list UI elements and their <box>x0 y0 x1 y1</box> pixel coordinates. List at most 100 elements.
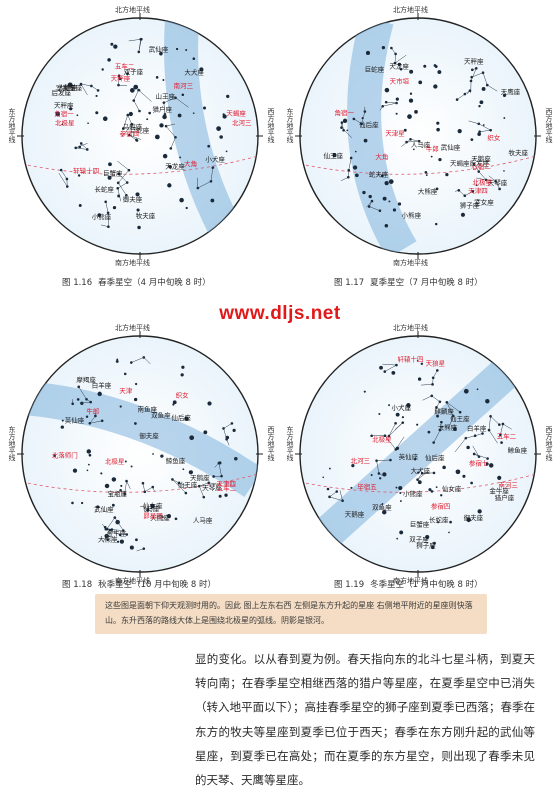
star-dot <box>440 494 442 496</box>
constellation-label: 山王座 <box>155 92 175 101</box>
star-dot <box>483 124 485 126</box>
constellation-label: 大熊座 <box>418 187 438 196</box>
star-dot <box>470 482 473 485</box>
star-dot <box>368 195 371 198</box>
constellation-label: 仙女座 <box>442 484 462 493</box>
star-dot <box>432 441 435 444</box>
star-dot <box>104 200 107 203</box>
star-dot <box>405 141 408 144</box>
star-dot <box>456 98 459 101</box>
star-dot <box>461 213 465 217</box>
bright-star-label: 天津四 <box>216 480 236 488</box>
constellation-label: 人马座 <box>193 515 213 524</box>
star-dot <box>110 43 113 46</box>
star-dot <box>433 472 436 475</box>
star-dot <box>396 413 400 417</box>
bright-star-label: 参宿七 <box>469 458 489 467</box>
constellation-label: 小犬座 <box>391 403 411 412</box>
bright-star-label: 北极星 <box>55 118 75 127</box>
star-dot <box>108 162 112 166</box>
constellation-label: 小熊座 <box>402 211 422 220</box>
star-dot <box>396 98 399 101</box>
star-dot <box>478 105 480 107</box>
star-dot <box>436 128 440 132</box>
constellation-label: 御夫座 <box>464 513 484 522</box>
star-dot <box>216 126 221 131</box>
star-dot <box>385 224 389 228</box>
star-dot <box>97 89 100 92</box>
bright-star-label: 北河三 <box>351 457 371 465</box>
star-dot <box>89 454 92 457</box>
star-dot <box>182 93 185 96</box>
star-dot <box>471 138 474 141</box>
star-dot <box>503 117 505 119</box>
star-dot <box>335 490 338 493</box>
star-dot <box>448 532 450 534</box>
star-dot <box>234 457 237 460</box>
star-dot <box>418 377 421 380</box>
star-dot <box>500 441 503 444</box>
star-dot <box>152 453 154 455</box>
constellation-label: 御夫座 <box>123 195 143 204</box>
star-dot <box>175 517 178 520</box>
star-dot <box>105 484 110 489</box>
star-dot <box>437 70 441 74</box>
star-dot <box>478 509 482 513</box>
figure-title: 夏季星空（7 月中旬晚 8 时） <box>370 278 482 288</box>
constellation-label: 牧夫座 <box>136 211 156 220</box>
star-dot <box>178 114 182 118</box>
star-dot <box>350 157 353 160</box>
star-dot <box>438 158 441 161</box>
bright-star-label: 天津星 <box>385 130 405 138</box>
star-dot <box>79 204 82 207</box>
star-dot <box>433 84 437 88</box>
constellation-label: 小熊座 <box>403 489 423 498</box>
constellation-label: 巨蛇座 <box>365 64 385 73</box>
star-dot <box>364 391 366 393</box>
star-dot <box>131 465 133 467</box>
star-map-spring: 北方地平线 南方地平线 东方地平线 西方地平线 山王座小熊座武仙座天龙座大熊座巨… <box>4 0 276 276</box>
star-dot <box>85 398 88 401</box>
bright-star-label: 北极星 <box>473 177 493 186</box>
star-dot <box>189 435 194 440</box>
constellation-label: 牧夫座 <box>509 148 529 157</box>
star-dot <box>212 475 215 478</box>
star-dot <box>77 386 80 389</box>
star-dot <box>107 58 111 62</box>
star-dot <box>353 165 357 169</box>
bright-star-label: 心宿二 <box>471 162 491 171</box>
star-dot <box>185 492 188 495</box>
constellation-label: 仙后座 <box>359 120 379 129</box>
star-dot <box>71 502 74 505</box>
star-dot <box>416 424 418 426</box>
star-dot <box>71 403 74 406</box>
star-dot <box>95 95 97 97</box>
bright-star-label: 毕宿五 <box>357 482 377 491</box>
constellation-label: 英仙座 <box>399 452 419 461</box>
star-dot <box>466 446 469 449</box>
star-dot <box>176 48 178 50</box>
star-dot <box>368 205 371 208</box>
caption-note-box: 这些图是面朝下仰天观测时用的。因此 图上左东右西 左侧是东方升起的星座 右侧地平… <box>95 594 487 634</box>
bright-star-label: 天津四 <box>468 187 488 195</box>
bright-star-label: 北河三 <box>232 119 252 127</box>
bright-star-label: 北极星 <box>372 435 392 444</box>
star-dot <box>134 422 137 425</box>
constellation-label: 鲸鱼座 <box>508 446 528 455</box>
star-dot <box>142 482 145 485</box>
star-dot <box>120 485 122 487</box>
star-dot <box>449 521 452 524</box>
figure-title: 冬季星空（1 月中旬晚 8 时） <box>370 580 482 590</box>
star-dot <box>475 67 478 70</box>
constellation-label: 鲸鱼座 <box>166 456 186 465</box>
constellation-label: 仙王座 <box>324 151 344 160</box>
star-dot <box>160 454 163 457</box>
star-dot <box>394 422 397 425</box>
star-dot <box>329 468 331 470</box>
star-dot <box>95 111 98 114</box>
star-dot <box>410 93 412 95</box>
